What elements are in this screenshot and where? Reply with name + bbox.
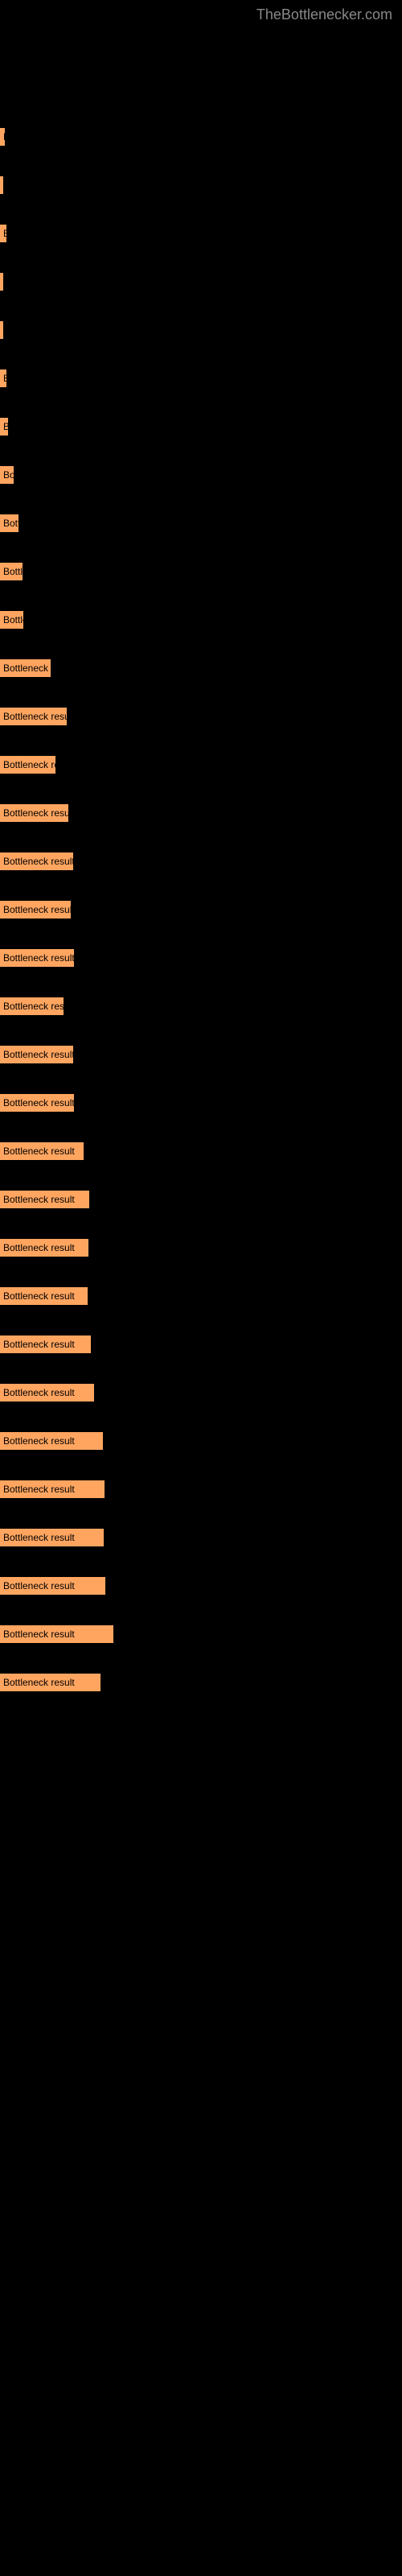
- bar-row: Bottleneck result: [0, 1625, 402, 1643]
- bar: Bottleneck result: [0, 1191, 89, 1208]
- bar-label: Bottleneck result: [3, 1629, 75, 1640]
- bar-row: Bottleneck result: [0, 1191, 402, 1208]
- bar-row: Bottleneck result: [0, 273, 402, 291]
- bar: Bottleneck result: [0, 1432, 103, 1450]
- bar-label: Bottleneck result: [3, 518, 18, 529]
- bar: Bottleneck result: [0, 756, 55, 774]
- bar: Bottleneck result: [0, 804, 68, 822]
- bar: Bottleneck result: [0, 369, 6, 387]
- bar: Bottleneck result: [0, 514, 18, 532]
- bar: Bottleneck result: [0, 852, 73, 870]
- bar-row: Bottleneck result: [0, 321, 402, 339]
- bar-row: Bottleneck result: [0, 708, 402, 725]
- bar-chart: Bottleneck result Bottleneck result Bottle…: [0, 23, 402, 1738]
- bar-label: Bottleneck result: [3, 663, 51, 674]
- watermark-text: TheBottlenecker.com: [0, 0, 402, 23]
- bar: Bottleneck result: [0, 128, 5, 146]
- bar: Bottleneck result: [0, 1577, 105, 1595]
- bar-label: Bottleneck result: [3, 228, 6, 239]
- bar-row: Bottleneck result: [0, 563, 402, 580]
- bar-row: Bottleneck result: [0, 128, 402, 146]
- bar-row: Bottleneck result: [0, 1384, 402, 1402]
- bar-row: Bottleneck result: [0, 901, 402, 919]
- bar-label: Bottleneck result: [3, 1097, 74, 1108]
- bar: Bottleneck result: [0, 708, 67, 725]
- bar: Bottleneck result: [0, 1142, 84, 1160]
- bar: Bottleneck result: [0, 659, 51, 677]
- bar-label: Bottleneck result: [3, 373, 6, 384]
- bar-row: Bottleneck result: [0, 1094, 402, 1112]
- bar: Bottleneck result: [0, 1625, 113, 1643]
- bar: Bottleneck result: [0, 611, 23, 629]
- bar-row: Bottleneck result: [0, 756, 402, 774]
- bar: Bottleneck result: [0, 176, 3, 194]
- bar: Bottleneck result: [0, 1384, 94, 1402]
- bar-row: Bottleneck result: [0, 1142, 402, 1160]
- bar-row: Bottleneck result: [0, 176, 402, 194]
- bar-row: Bottleneck result: [0, 1480, 402, 1498]
- bar-label: Bottleneck result: [3, 1049, 73, 1060]
- bar-label: Bottleneck result: [3, 1146, 75, 1157]
- bar: Bottleneck result: [0, 273, 3, 291]
- bar: Bottleneck result: [0, 563, 23, 580]
- bar-label: Bottleneck result: [3, 1290, 75, 1302]
- bar-row: Bottleneck result: [0, 1239, 402, 1257]
- bar-label: Bottleneck result: [3, 856, 73, 867]
- bar-row: Bottleneck result: [0, 1577, 402, 1595]
- bar-label: Bottleneck result: [3, 469, 14, 481]
- bar-label: Bottleneck result: [3, 759, 55, 770]
- bar: Bottleneck result: [0, 1480, 105, 1498]
- bar: Bottleneck result: [0, 901, 71, 919]
- bar: Bottleneck result: [0, 1529, 104, 1546]
- bar: Bottleneck result: [0, 418, 8, 436]
- bar-label: Bottleneck result: [3, 1677, 75, 1688]
- bar-label: Bottleneck result: [3, 421, 8, 432]
- bar-label: Bottleneck result: [3, 711, 67, 722]
- bar-label: Bottleneck result: [3, 807, 68, 819]
- bar-row: Bottleneck result: [0, 1287, 402, 1305]
- bar: Bottleneck result: [0, 466, 14, 484]
- bar-label: Bottleneck result: [3, 614, 23, 625]
- bar-row: Bottleneck result: [0, 225, 402, 242]
- bar-row: Bottleneck result: [0, 418, 402, 436]
- bar-label: Bottleneck result: [3, 1387, 75, 1398]
- bar-label: Bottleneck result: [3, 1194, 75, 1205]
- bar: Bottleneck result: [0, 949, 74, 967]
- bar-label: Bottleneck result: [3, 904, 71, 915]
- bar-row: Bottleneck result: [0, 1529, 402, 1546]
- bar: Bottleneck result: [0, 1674, 100, 1691]
- bar: Bottleneck result: [0, 997, 64, 1015]
- bar-row: Bottleneck result: [0, 949, 402, 967]
- bar-row: Bottleneck result: [0, 369, 402, 387]
- bar-label: Bottleneck result: [3, 1580, 75, 1591]
- bar: Bottleneck result: [0, 225, 6, 242]
- bar-row: Bottleneck result: [0, 611, 402, 629]
- bar-label: Bottleneck result: [3, 1435, 75, 1447]
- bar-label: Bottleneck result: [3, 566, 23, 577]
- bar-label: Bottleneck result: [3, 131, 5, 142]
- bar-row: Bottleneck result: [0, 1674, 402, 1691]
- bar-label: Bottleneck result: [3, 1532, 75, 1543]
- bar: Bottleneck result: [0, 1239, 88, 1257]
- bar-row: Bottleneck result: [0, 659, 402, 677]
- bar-row: Bottleneck result: [0, 1046, 402, 1063]
- bar-row: Bottleneck result: [0, 804, 402, 822]
- bar: Bottleneck result: [0, 1046, 73, 1063]
- bar-label: Bottleneck result: [3, 1484, 75, 1495]
- bar-label: Bottleneck result: [3, 1242, 75, 1253]
- bar-row: Bottleneck result: [0, 997, 402, 1015]
- bar-label: Bottleneck result: [3, 952, 74, 964]
- bar-row: Bottleneck result: [0, 1335, 402, 1353]
- bar: Bottleneck result: [0, 1287, 88, 1305]
- bar-label: Bottleneck result: [3, 1339, 75, 1350]
- bar-row: Bottleneck result: [0, 514, 402, 532]
- bar-row: Bottleneck result: [0, 852, 402, 870]
- bar-row: Bottleneck result: [0, 466, 402, 484]
- bar: Bottleneck result: [0, 1094, 74, 1112]
- bar: Bottleneck result: [0, 321, 3, 339]
- bar-label: Bottleneck result: [3, 1001, 64, 1012]
- bar: Bottleneck result: [0, 1335, 91, 1353]
- bar-row: Bottleneck result: [0, 1432, 402, 1450]
